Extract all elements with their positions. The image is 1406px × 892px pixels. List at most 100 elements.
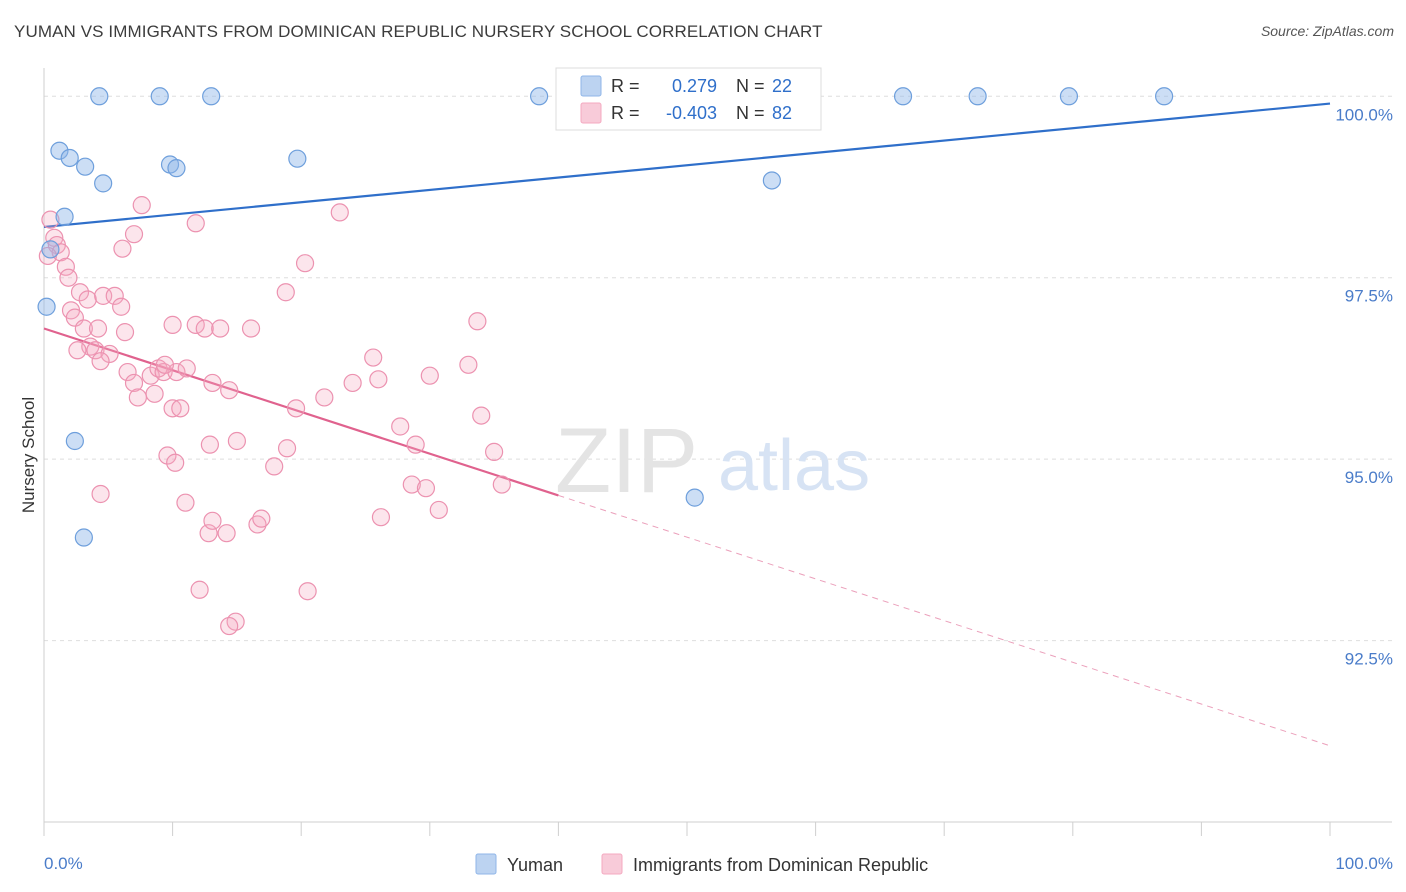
y-tick-label: 97.5% [1345,287,1393,306]
legend-label-dominican: Immigrants from Dominican Republic [633,855,928,875]
point-dominican [128,388,147,407]
point-dominican [200,435,219,454]
point-dominican [78,290,97,309]
trend-line-dominican [43,327,559,497]
point-dominican [166,453,185,472]
watermark-atlas: atlas [718,426,870,506]
point-dominican [112,297,131,316]
point-dominican [220,381,239,400]
point-dominican [56,257,75,276]
trend-line-yuman [43,102,1331,229]
point-dominican [492,475,511,494]
point-dominican [86,341,105,360]
trend-line-dominican-extension [558,494,1331,747]
point-dominican [203,511,222,530]
point-yuman [1059,87,1079,106]
y-tick-labels: 100.0% 97.5% 95.0% 92.5% [1335,105,1393,668]
point-dominican [70,283,90,302]
point-dominican [124,225,144,244]
point-yuman [1155,87,1174,106]
point-dominican [265,457,284,476]
point-yuman [55,207,74,226]
x-tick-labels: 0.0% 100.0% [44,854,1393,873]
point-dominican [277,439,297,458]
chart-title: YUMAN VS IMMIGRANTS FROM DOMINICAN REPUB… [14,22,823,41]
point-dominican [343,373,362,393]
point-dominican [132,196,151,215]
trend-lines [43,102,1331,747]
stats-n-value-yuman: 22 [772,76,792,96]
point-dominican [186,315,205,334]
point-dominican [371,508,391,527]
point-dominican [369,370,388,389]
y-axis-label: Nursery School [19,397,38,513]
point-dominican [171,399,190,418]
point-yuman [74,528,93,547]
point-yuman [530,87,549,106]
watermark-zip: ZIP [555,410,698,512]
point-dominican [105,286,124,305]
point-dominican [298,582,317,601]
point-dominican [91,484,110,504]
point-dominican [429,500,448,520]
point-dominican [163,399,182,418]
stats-swatch-yuman [580,75,602,97]
point-dominican [113,239,132,258]
point-dominican [402,475,421,494]
point-dominican [406,435,425,454]
point-dominican [68,341,87,360]
point-dominican [330,203,349,222]
point-dominican [163,315,182,334]
point-dominican [115,323,135,342]
stats-n-label-dominican: N = [736,103,765,123]
point-dominican [59,268,78,287]
point-dominican [203,373,222,393]
stats-n-value-dominican: 82 [772,103,792,123]
point-dominican [176,493,195,512]
point-dominican [364,348,383,367]
point-dominican [220,616,239,636]
point-dominican [155,355,174,374]
point-yuman [60,148,79,168]
point-yuman [76,157,95,176]
point-dominican [41,210,60,229]
point-yuman [202,87,221,106]
bottom-legend: Yuman Immigrants from Dominican Republic [475,853,928,875]
point-dominican [459,355,478,374]
stats-r-label-dominican: R = [611,103,640,123]
point-yuman [893,87,913,106]
point-yuman [41,240,60,259]
point-yuman [50,141,69,160]
point-dominican [227,431,246,451]
legend-label-yuman: Yuman [507,855,563,875]
source-credit: Source: ZipAtlas.com [1260,23,1394,39]
point-dominican [88,319,108,338]
point-dominican [241,319,261,338]
point-yuman [968,87,987,106]
point-yuman [90,87,109,106]
point-dominican [145,384,164,403]
legend-swatch-dominican [601,853,623,875]
point-yuman [288,149,307,168]
point-dominican [124,373,144,393]
point-dominican [177,359,196,378]
point-yuman [94,174,113,193]
axes [43,68,1392,836]
point-yuman [167,159,186,178]
point-dominican [195,319,214,338]
point-dominican [276,283,295,302]
stats-legend: R = 0.279 N = 22 R = -0.403 N = 82 [555,67,822,131]
stats-r-value-yuman: 0.279 [672,76,717,96]
x-tick-label: 100.0% [1335,854,1393,873]
point-dominican [391,417,410,436]
stats-n-label-yuman: N = [736,76,765,96]
legend-swatch-yuman [475,853,497,875]
point-dominican [217,524,236,543]
point-dominican [158,446,177,465]
stats-r-value-dominican: -0.403 [666,103,717,123]
point-dominican [118,362,137,382]
point-dominican [74,319,93,338]
x-tick-label: 0.0% [44,854,83,873]
point-dominican [485,442,504,461]
